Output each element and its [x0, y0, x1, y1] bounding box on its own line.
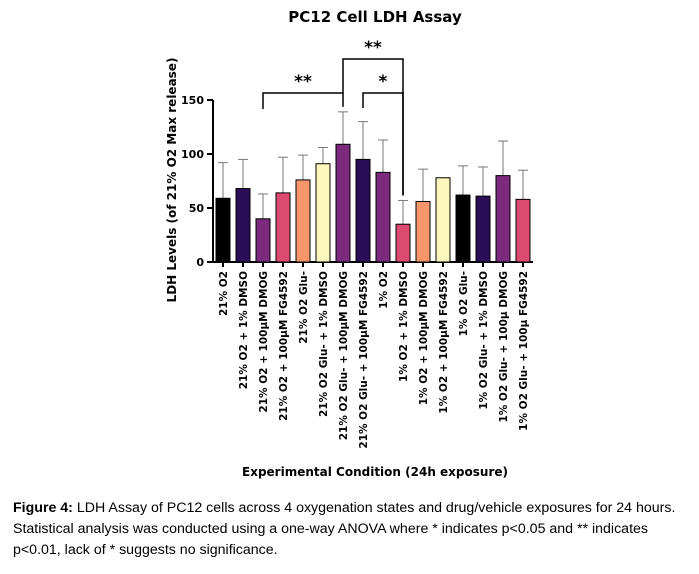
plot-area: 0 50 100 150 21% O2 21% O2 + 1% DMSO 21% O2 + … [181, 38, 533, 449]
caption-label: Figure 4: [13, 500, 73, 516]
bar [355, 158, 371, 263]
x-axis-title: Experimental Condition (24h exposure) [242, 465, 508, 479]
y-tick-label: 100 [181, 148, 204, 161]
x-category-label: 21% O2 + 100μM FG4592 [278, 271, 290, 421]
bar [475, 195, 491, 263]
x-category-label: 21% O2 Glu- [298, 271, 310, 344]
bar [455, 194, 471, 263]
y-axis-title: LDH Levels (of 21% O2 Max release) [165, 58, 179, 303]
bar [275, 192, 291, 263]
bar [255, 218, 271, 263]
bar [515, 198, 531, 263]
x-category-label: 1% O2 Glu- + 1% DMSO [478, 271, 490, 410]
x-category-label: 1% O2 Glu- + 100μ DMOG [498, 271, 510, 423]
x-category-label: 21% O2 + 100μM DMOG [258, 271, 270, 413]
bar [395, 223, 411, 263]
bar [495, 175, 511, 263]
significance-bracket [342, 58, 404, 196]
caption-text: LDH Assay of PC12 cells across 4 oxygena… [13, 500, 676, 558]
significance-label: * [379, 72, 388, 92]
significance-label: ** [294, 72, 312, 92]
x-category-label: 21% O2 Glu- + 100μM DMOG [338, 271, 350, 440]
bar [215, 197, 231, 263]
bar [375, 171, 391, 263]
figure-caption: Figure 4: LDH Assay of PC12 cells across… [13, 498, 689, 561]
x-category-label: 21% O2 + 1% DMSO [238, 271, 250, 389]
chart-title: PC12 Cell LDH Assay [288, 8, 462, 26]
bar [295, 179, 311, 263]
significance-bracket [262, 92, 344, 109]
x-category-label: 1% O2 + 100μM FG4592 [438, 271, 450, 414]
y-tick-label: 0 [196, 256, 204, 269]
x-category-label: 21% O2 Glu- + 100μM FG4592 [358, 271, 370, 449]
bar [335, 143, 351, 263]
bar [315, 163, 331, 263]
x-category-label: 1% O2 Glu- [458, 271, 470, 336]
y-tick-label: 150 [181, 94, 204, 107]
ldh-bar-chart: PC12 Cell LDH Assay LDH Levels (of 21% O… [165, 8, 533, 479]
x-category-label: 21% O2 [218, 271, 230, 316]
bar [235, 188, 251, 263]
significance-label: ** [364, 38, 382, 58]
x-category-label: 1% O2 + 100μM DMOG [418, 271, 430, 405]
bar [415, 201, 431, 263]
bar [435, 177, 451, 263]
x-category-label: 1% O2 + 1% DMSO [398, 271, 410, 382]
x-category-label: 1% O2 Glu- + 100μ FG4592 [518, 271, 530, 431]
x-category-label: 1% O2 [378, 271, 390, 309]
x-category-label: 21% O2 Glu- + 1% DMSO [318, 271, 330, 417]
y-tick-label: 50 [189, 202, 205, 215]
significance-bracket [362, 92, 404, 196]
